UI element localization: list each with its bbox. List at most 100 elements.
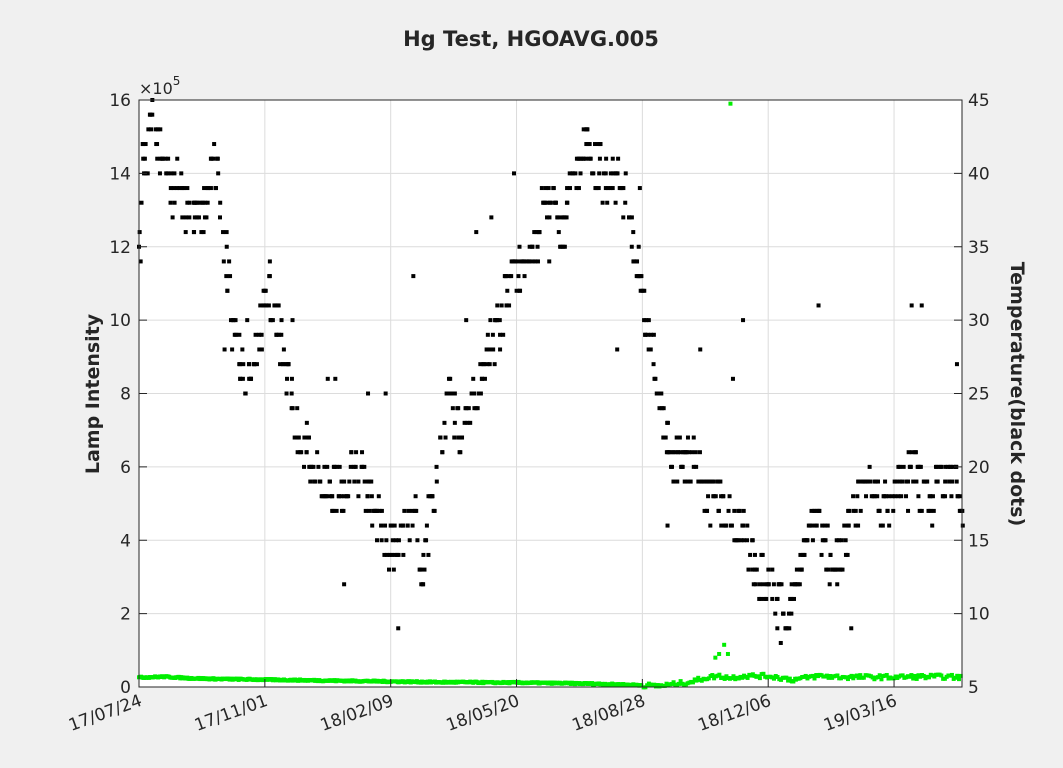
temperature-point [407,538,412,543]
temperature-point [522,274,527,279]
temperature-point [799,567,804,572]
temperature-point [259,332,264,337]
temperature-point [704,479,709,484]
temperature-point [534,230,539,235]
temperature-point [608,171,613,176]
temperature-point [675,450,680,455]
temperature-point [535,259,540,264]
temperature-point [657,406,662,411]
temperature-point [770,596,775,601]
temperature-point [180,215,185,220]
lamp-point [835,673,840,678]
temperature-point [354,450,359,455]
temperature-point [353,464,358,469]
temperature-point [753,582,758,587]
temperature-point [637,186,642,191]
temperature-point [517,244,522,249]
temperature-point [472,391,477,396]
temperature-point [658,391,663,396]
lamp-point [717,651,722,656]
temperature-point [509,274,514,279]
temperature-point [298,450,303,455]
temperature-point [334,464,339,469]
temperature-point [295,450,300,455]
lamp-point [775,675,780,680]
temperature-point [745,523,750,528]
lamp-point [900,673,905,678]
temperature-point [764,596,769,601]
temperature-point [856,523,861,528]
temperature-point [415,538,420,543]
temperature-point [823,538,828,543]
y-tick-label-left: 16 [109,91,131,111]
temperature-point [325,464,330,469]
temperature-point [146,127,151,132]
temperature-point [779,582,784,587]
temperature-point [376,494,381,499]
temperature-point [296,435,301,440]
temperature-point [917,508,922,513]
temperature-point [352,479,357,484]
temperature-point [574,186,579,191]
temperature-point [366,391,371,396]
temperature-point [155,127,160,132]
temperature-point [750,567,755,572]
temperature-point [846,523,851,528]
temperature-point [947,479,952,484]
temperature-point [826,567,831,572]
temperature-point [308,479,313,484]
temperature-point [789,596,794,601]
temperature-point [669,464,674,469]
temperature-point [894,479,899,484]
temperature-point [169,171,174,176]
temperature-point [241,362,246,367]
temperature-point [231,318,236,323]
temperature-point [913,450,918,455]
temperature-point [360,450,365,455]
temperature-point [218,200,223,205]
temperature-point [224,274,229,279]
temperature-point [558,244,563,249]
temperature-point [490,332,495,337]
temperature-point [276,303,281,308]
temperature-point [890,494,895,499]
temperature-point [857,479,862,484]
temperature-point [443,435,448,440]
temperature-point [497,318,502,323]
temperature-point [452,420,457,425]
temperature-point [196,215,201,220]
temperature-point [751,582,756,587]
temperature-point [917,464,922,469]
temperature-point [485,362,490,367]
temperature-point [158,127,163,132]
temperature-point [175,156,180,161]
temperature-point [322,464,327,469]
temperature-point [498,347,503,352]
lamp-point [790,679,795,684]
temperature-point [442,420,447,425]
temperature-point [383,523,388,528]
temperature-point [243,391,248,396]
temperature-point [900,479,905,484]
temperature-point [776,582,781,587]
temperature-point [150,112,155,117]
temperature-point [532,230,537,235]
temperature-point [906,450,911,455]
temperature-point [367,508,372,513]
temperature-point [163,156,168,161]
temperature-point [177,186,182,191]
temperature-point [518,288,523,293]
temperature-point [502,274,507,279]
temperature-point [904,494,909,499]
temperature-point [883,479,888,484]
temperature-point [417,567,422,572]
y-tick-label-right: 30 [968,311,990,331]
temperature-point [215,156,220,161]
lamp-point [713,655,718,660]
temperature-point [943,464,948,469]
temperature-point [370,523,375,528]
y-axis-label-left: Lamp Intensity [82,313,104,474]
temperature-point [208,186,213,191]
temperature-point [522,259,527,264]
y-tick-label-right: 15 [968,531,990,551]
